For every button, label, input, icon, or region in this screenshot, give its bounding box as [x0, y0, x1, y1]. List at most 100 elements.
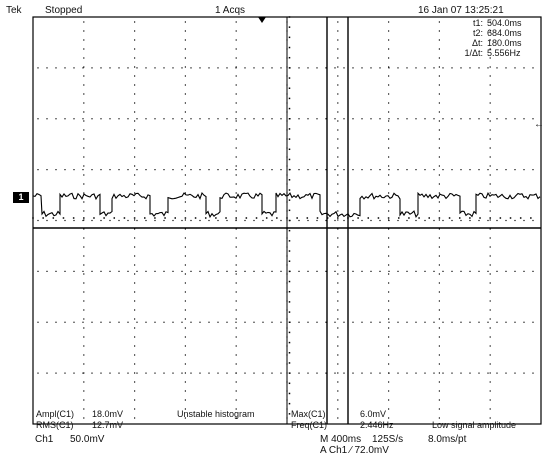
grid-dot [184, 399, 186, 401]
grid-dot [469, 372, 471, 374]
grid-dot [379, 118, 381, 120]
grid-dot [489, 21, 491, 23]
grid-dot [343, 321, 345, 323]
grid-dot [190, 169, 192, 171]
run-state: Stopped [45, 5, 83, 16]
grid-dot [55, 219, 57, 222]
t1-label: t1: [472, 18, 483, 28]
grid-dot [83, 57, 85, 59]
grid-dot [235, 169, 237, 171]
grid-dot [361, 169, 363, 171]
record-interval: 8.0ms/pt [428, 434, 467, 445]
grid-dot [235, 138, 237, 140]
grid-dot [225, 217, 227, 219]
grid-dot [184, 217, 187, 219]
grid-dot [325, 270, 327, 272]
grid-dot [134, 354, 136, 356]
grid-dot [288, 402, 291, 405]
grid-dot [91, 118, 93, 120]
grid-dot [134, 390, 136, 392]
grid-dot [388, 318, 390, 320]
grid-dot [83, 48, 85, 50]
grid-dot [288, 138, 291, 140]
grid-dot [245, 217, 248, 219]
grid-dot [337, 264, 339, 266]
grid-dot [134, 201, 136, 203]
grid-dot [163, 118, 165, 120]
grid-dot [226, 270, 228, 272]
grid-dot [235, 390, 237, 392]
grid-dot [134, 210, 136, 212]
grid-dot [489, 408, 491, 410]
grid-dot [235, 57, 237, 59]
grid-dot [163, 372, 165, 374]
grid-dot [307, 67, 309, 69]
grid-dot [337, 228, 339, 230]
grid-dot [288, 97, 291, 100]
trigger-level-marker[interactable]: ← [534, 119, 544, 130]
grid-dot [469, 217, 471, 219]
grid-dot [184, 138, 186, 140]
grid-dot [478, 67, 480, 69]
grid-dot [134, 219, 136, 221]
grid-dot [235, 270, 237, 272]
grid-dot [154, 321, 156, 323]
grid-dot [82, 67, 84, 69]
grid-dot [438, 228, 440, 230]
grid-dot [316, 217, 319, 219]
grid-dot [83, 39, 85, 41]
grid-dot [181, 321, 183, 323]
grid-dot [298, 169, 300, 171]
grid-dot [184, 381, 186, 383]
grid-dot [489, 129, 491, 131]
ch1-ground-marker[interactable]: 1 [13, 192, 29, 203]
grid-dot [271, 219, 273, 222]
grid-dot [288, 46, 291, 49]
grid-dot [398, 217, 400, 219]
grid-dot [288, 240, 291, 242]
grid-dot [388, 282, 390, 284]
grid-dot [253, 118, 255, 120]
grid-dot [83, 399, 85, 401]
grid-dot [145, 169, 147, 171]
grid-dot [397, 321, 399, 323]
grid-dot [172, 219, 174, 222]
grid-dot [181, 169, 183, 171]
grid-dot [199, 169, 201, 171]
grid-dot [181, 372, 183, 374]
grid-dot [505, 118, 507, 120]
grid-dot [408, 217, 410, 219]
grid-dot [489, 219, 491, 221]
grid-dot [134, 57, 136, 59]
grid-dot [514, 67, 516, 69]
grid-dot [478, 219, 480, 222]
grid-dot [337, 255, 339, 257]
grid-dot [163, 321, 165, 323]
grid-dot [397, 118, 399, 120]
grid-dot [388, 39, 390, 41]
grid-dot [415, 321, 417, 323]
grid-dot [83, 156, 85, 158]
grid-dot [489, 66, 491, 68]
grid-dot [134, 75, 136, 77]
grid-dot [134, 246, 136, 248]
grid-dot [134, 345, 136, 347]
grid-dot [361, 219, 363, 222]
grid-dot [184, 309, 186, 311]
grid-dot [73, 169, 75, 171]
grid-dot [244, 372, 246, 374]
grid-dot [244, 219, 246, 222]
grid-dot [226, 219, 228, 222]
grid-dot [438, 57, 440, 59]
grid-dot [136, 270, 138, 272]
grid-dot [181, 118, 183, 120]
grid-dot [184, 282, 186, 284]
grid-dot [388, 399, 390, 401]
grid-dot [343, 118, 345, 120]
grid-dot [361, 270, 363, 272]
grid-dot [288, 250, 291, 252]
grid-dot [298, 67, 300, 69]
grid-dot [489, 201, 491, 203]
grid-dot [190, 67, 192, 69]
